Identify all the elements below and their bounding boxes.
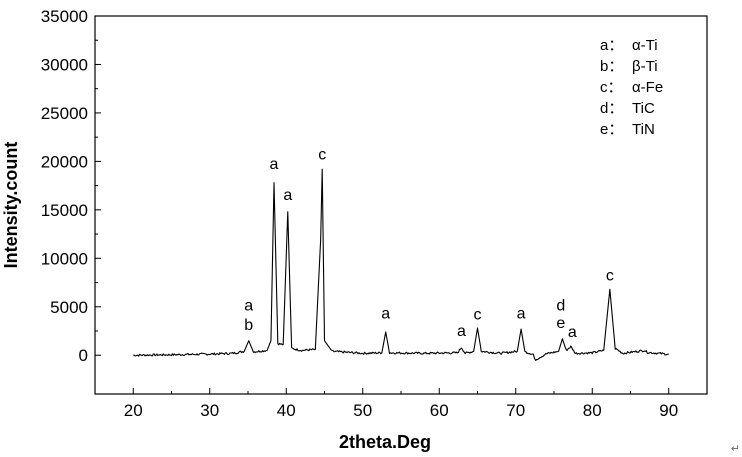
x-tick-label: 80 [583, 401, 602, 420]
y-tick-label: 30000 [41, 55, 88, 74]
x-tick-label: 70 [506, 401, 525, 420]
x-tick-label: 50 [353, 401, 372, 420]
x-axis-title: 2theta.Deg [339, 432, 431, 452]
y-tick-label: 5000 [50, 298, 88, 317]
legend-label: TiC [632, 100, 655, 117]
legend-key: b： [600, 58, 623, 75]
y-axis-title: Intensity.count [1, 142, 21, 269]
peak-label: a [568, 324, 577, 341]
y-tick-label: 20000 [41, 152, 88, 171]
y-tick-label: 10000 [41, 249, 88, 268]
y-axis-ticks: 0 5000 10000 15000 20000 25000 30000 35000 [41, 7, 101, 365]
legend-key: a： [600, 37, 623, 54]
legend-key: c： [600, 79, 623, 96]
peak-label: a [381, 305, 390, 322]
y-tick-label: 25000 [41, 104, 88, 123]
peak-label: b [244, 317, 253, 334]
paragraph-mark: ↵ [730, 442, 740, 455]
series-line [133, 168, 669, 362]
x-tick-label: 90 [659, 401, 678, 420]
legend-label: TiN [632, 121, 655, 138]
y-tick-label: 15000 [41, 201, 88, 220]
peak-label: a [244, 298, 253, 315]
legend-label: α-Ti [632, 37, 658, 54]
peak-label: a [270, 156, 279, 173]
peak-label: c [474, 306, 482, 323]
x-tick-label: 20 [124, 401, 143, 420]
peak-label: a [457, 323, 466, 340]
x-tick-label: 60 [430, 401, 449, 420]
x-axis-ticks: 20 30 40 50 60 70 80 90 [124, 388, 678, 420]
peak-label: e [556, 315, 565, 332]
legend-key: d： [600, 100, 623, 117]
peak-label: d [556, 298, 565, 315]
peak-label: a [283, 187, 292, 204]
y-tick-label: 0 [79, 346, 88, 365]
legend: a： α-Ti b： β-Ti c： α-Fe d： TiC e： TiN [600, 37, 663, 138]
x-tick-label: 40 [277, 401, 296, 420]
x-tick-label: 30 [200, 401, 219, 420]
legend-label: α-Fe [632, 79, 663, 96]
legend-key: e： [600, 121, 623, 138]
peak-label: a [517, 305, 526, 322]
peak-label: c [318, 146, 326, 163]
y-tick-label: 35000 [41, 7, 88, 26]
peak-label: c [606, 268, 614, 285]
legend-label: β-Ti [632, 58, 658, 75]
